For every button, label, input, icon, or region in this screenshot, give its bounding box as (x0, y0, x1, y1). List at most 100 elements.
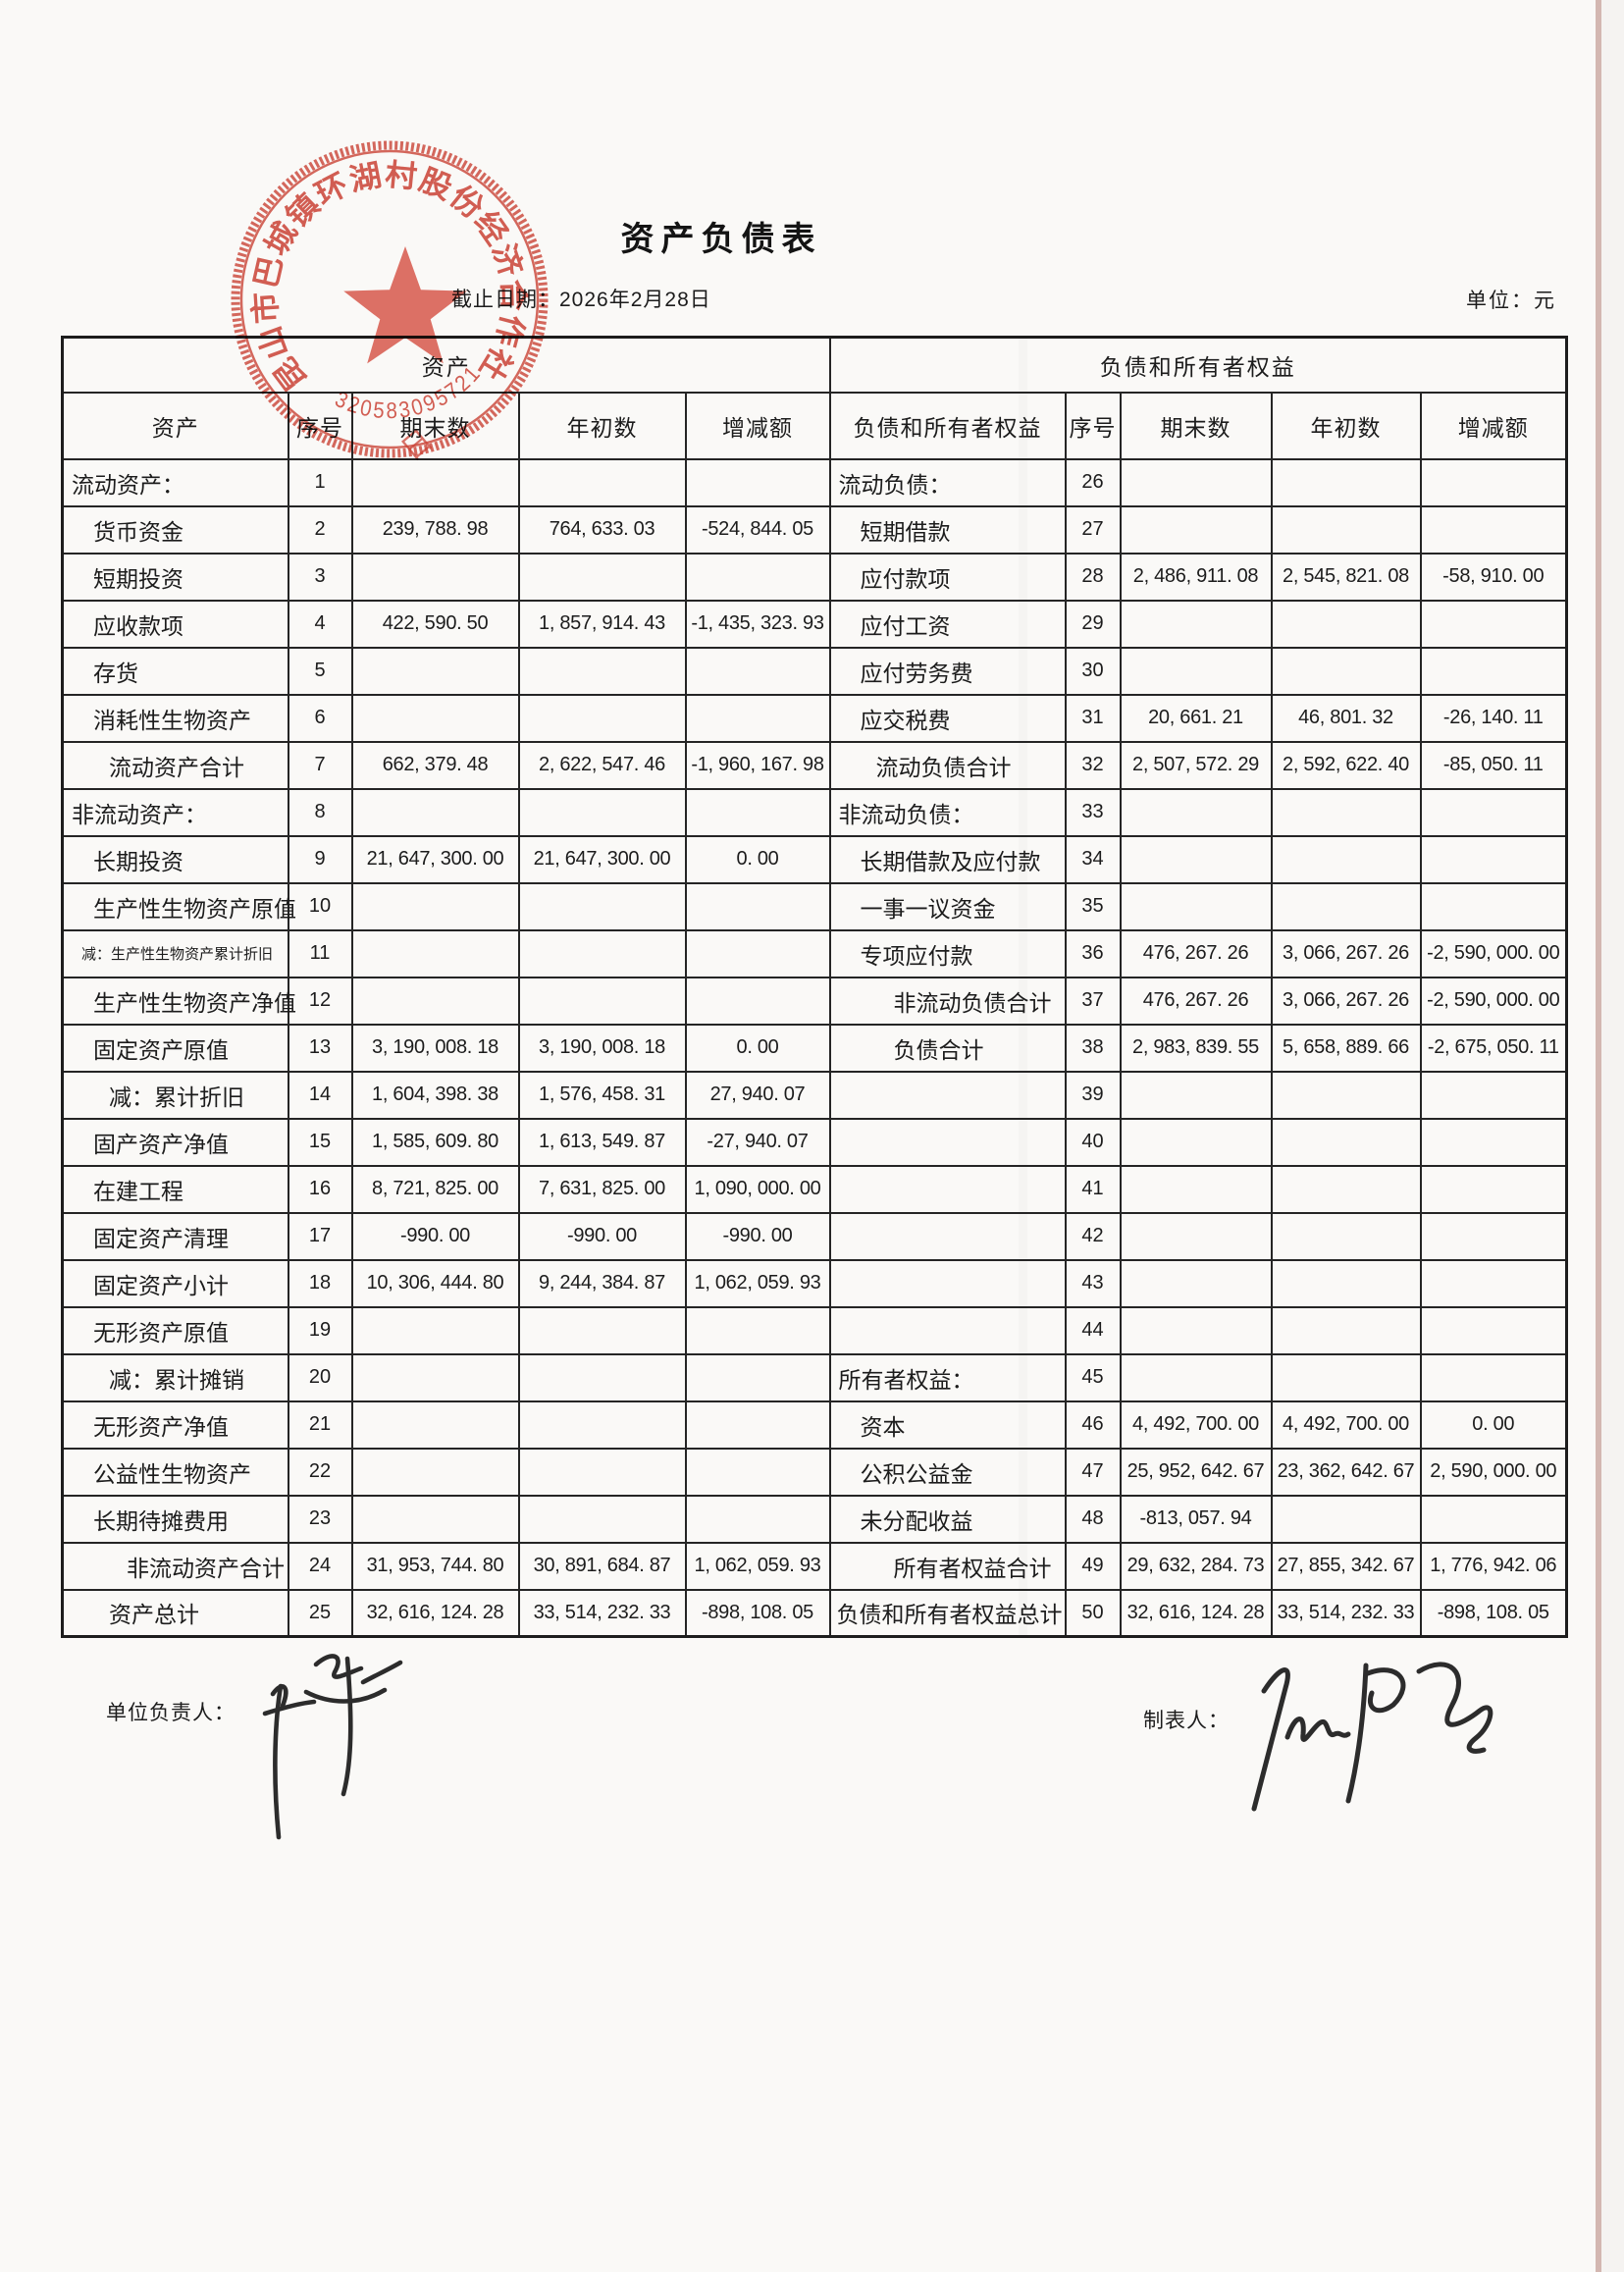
asset-end-cell (350, 646, 520, 696)
liability-change-cell: -2, 590, 000. 00 (1419, 976, 1568, 1026)
liability-begin-cell: 2, 592, 622. 40 (1270, 740, 1422, 790)
liability-change-cell: 1, 776, 942. 06 (1419, 1541, 1568, 1591)
asset-name-cell: 公益性生物资产 (61, 1447, 289, 1497)
liability-change-cell (1419, 504, 1568, 555)
asset-no-cell: 7 (287, 740, 353, 790)
liability-no-cell: 45 (1064, 1352, 1122, 1402)
liability-begin-cell (1270, 834, 1422, 884)
liability-end-cell (1119, 1164, 1273, 1214)
asset-change-cell (684, 928, 831, 978)
asset-change-cell (684, 1447, 831, 1497)
table-row: 在建工程 16 8, 721, 825. 00 7, 631, 825. 00 1, 0… (61, 1164, 1568, 1214)
table-row: 流动资产： 1 流动负债： 26 (61, 457, 1568, 507)
liability-end-cell: 2, 507, 572. 29 (1119, 740, 1273, 790)
asset-change-cell: 0. 00 (684, 834, 831, 884)
liability-end-cell (1119, 1070, 1273, 1120)
liability-change-cell (1419, 1305, 1568, 1355)
asset-no-cell: 25 (287, 1588, 353, 1638)
balance-sheet-table: 资产 负债和所有者权益 资产 序号 期末数 年初数 增减额 负债和所有者权益 序… (61, 336, 1568, 1638)
liability-change-cell (1419, 787, 1568, 837)
liability-begin-cell: 4, 492, 700. 00 (1270, 1400, 1422, 1450)
liability-name-cell: 短期借款 (828, 504, 1067, 555)
liability-end-cell: 476, 267. 26 (1119, 976, 1273, 1026)
liability-no-cell: 47 (1064, 1447, 1122, 1497)
liability-name-cell (828, 1258, 1067, 1308)
asset-no-cell: 14 (287, 1070, 353, 1120)
asset-begin-cell: 9, 244, 384. 87 (517, 1258, 687, 1308)
asset-change-cell (684, 646, 831, 696)
liability-end-cell (1119, 1258, 1273, 1308)
asset-end-cell: 8, 721, 825. 00 (350, 1164, 520, 1214)
liability-name-cell: 未分配收益 (828, 1494, 1067, 1544)
liability-no-cell: 35 (1064, 881, 1122, 931)
liability-end-cell (1119, 1211, 1273, 1261)
col-header-liability: 负债和所有者权益 (828, 391, 1067, 460)
group-header-row: 资产 负债和所有者权益 (61, 336, 1568, 394)
preparer-label: 制表人： (1143, 1710, 1230, 1732)
liability-no-cell: 33 (1064, 787, 1122, 837)
liability-change-cell (1419, 1258, 1568, 1308)
liability-end-cell: 20, 661. 21 (1119, 693, 1273, 743)
asset-name-cell: 资产总计 (61, 1588, 289, 1638)
asset-no-cell: 19 (287, 1305, 353, 1355)
table-row: 应收款项 4 422, 590. 50 1, 857, 914. 43 -1, 435,… (61, 599, 1568, 649)
table-row: 资产总计 25 32, 616, 124. 28 33, 514, 232. 33 -8… (61, 1588, 1568, 1638)
stamp-inner-ring (239, 149, 540, 449)
liability-no-cell: 29 (1064, 599, 1122, 649)
liability-change-cell (1419, 646, 1568, 696)
asset-begin-cell (517, 457, 687, 507)
asset-change-cell (684, 552, 831, 602)
asset-begin-cell (517, 1352, 687, 1402)
asset-name-cell: 货币资金 (61, 504, 289, 555)
liability-no-cell: 48 (1064, 1494, 1122, 1544)
asset-end-cell (350, 552, 520, 602)
liability-change-cell (1419, 1352, 1568, 1402)
table-row: 固产资产净值 15 1, 585, 609. 80 1, 613, 549. 87 -2… (61, 1117, 1568, 1167)
liability-no-cell: 41 (1064, 1164, 1122, 1214)
asset-change-cell (684, 1400, 831, 1450)
liability-begin-cell: 27, 855, 342. 67 (1270, 1541, 1422, 1591)
col-header-asset-begin: 年初数 (517, 391, 687, 460)
liability-begin-cell (1270, 1164, 1422, 1214)
asset-name-cell: 长期待摊费用 (61, 1494, 289, 1544)
asset-name-cell: 固定资产清理 (61, 1211, 289, 1261)
asset-name-cell: 存货 (61, 646, 289, 696)
liability-end-cell (1119, 1117, 1273, 1167)
asset-no-cell: 17 (287, 1211, 353, 1261)
asset-no-cell: 10 (287, 881, 353, 931)
table-row: 减：累计摊销 20 所有者权益： 45 (61, 1352, 1568, 1402)
unit-head-label: 单位负责人： (106, 1702, 236, 1724)
liability-change-cell (1419, 599, 1568, 649)
col-header-liability-begin: 年初数 (1270, 391, 1422, 460)
asset-change-cell: 27, 940. 07 (684, 1070, 831, 1120)
scan-edge-artifact (1596, 0, 1601, 2272)
liability-end-cell: 476, 267. 26 (1119, 928, 1273, 978)
asset-name-cell: 生产性生物资产原值 (61, 881, 296, 931)
liability-name-cell (828, 1117, 1067, 1167)
liability-end-cell (1119, 1352, 1273, 1402)
asset-change-cell (684, 787, 831, 837)
liability-change-cell: -58, 910. 00 (1419, 552, 1568, 602)
asset-begin-cell: 30, 891, 684. 87 (517, 1541, 687, 1591)
liability-no-cell: 49 (1064, 1541, 1122, 1591)
table-row: 消耗性生物资产 6 应交税费 31 20, 661. 21 46, 801. 32 -26,… (61, 693, 1568, 743)
liability-end-cell: -813, 057. 94 (1119, 1494, 1273, 1544)
table-row: 减：生产性生物资产累计折旧 11 专项应付款 36 476, 267. 26 3, 066… (61, 928, 1568, 978)
asset-end-cell: 21, 647, 300. 00 (350, 834, 520, 884)
liability-no-cell: 40 (1064, 1117, 1122, 1167)
asset-end-cell (350, 1494, 520, 1544)
asset-name-cell: 减：生产性生物资产累计折旧 (61, 928, 289, 978)
asset-end-cell: 3, 190, 008. 18 (350, 1023, 520, 1073)
asset-begin-cell (517, 928, 687, 978)
asset-no-cell: 2 (287, 504, 353, 555)
table-row: 无形资产净值 21 资本 46 4, 492, 700. 00 4, 492, 700. … (61, 1400, 1568, 1450)
asset-begin-cell (517, 1305, 687, 1355)
col-header-asset-no: 序号 (287, 391, 353, 460)
table-row: 非流动资产合计 24 31, 953, 744. 80 30, 891, 684. 8… (61, 1541, 1568, 1591)
liability-change-cell (1419, 1211, 1568, 1261)
asset-change-cell: -1, 960, 167. 98 (684, 740, 831, 790)
liability-change-cell: -26, 140. 11 (1419, 693, 1568, 743)
asset-begin-cell: 764, 633. 03 (517, 504, 687, 555)
asset-name-cell: 流动资产合计 (61, 740, 289, 790)
asset-end-cell (350, 1352, 520, 1402)
